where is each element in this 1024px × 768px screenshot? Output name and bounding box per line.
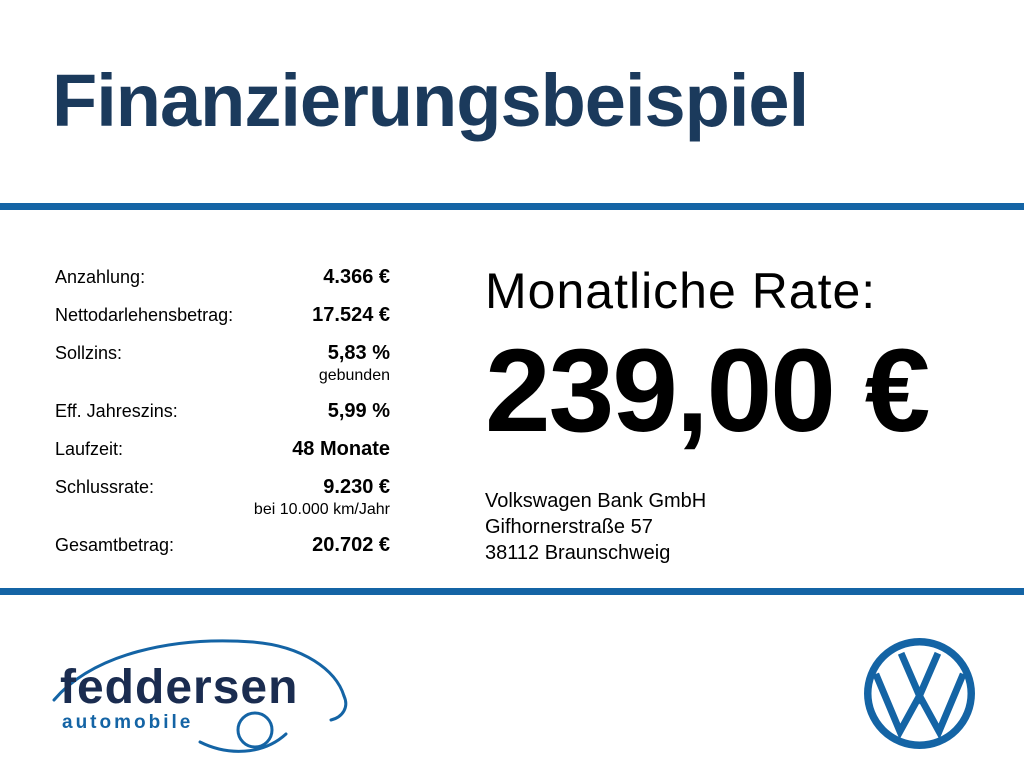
row-value: 9.230 € (323, 476, 390, 498)
row-value: 48 Monate (292, 438, 390, 460)
row-value: 17.524 € (312, 304, 390, 326)
table-row: Nettodarlehensbetrag: 17.524 € (55, 304, 390, 327)
row-label: Schlussrate: (55, 477, 155, 497)
monthly-rate-block: Monatliche Rate: 239,00 € Volkswagen Ban… (485, 262, 1024, 566)
row-note: gebunden (318, 367, 390, 384)
row-label: Anzahlung: (55, 267, 146, 287)
row-label: Eff. Jahreszins: (55, 401, 178, 421)
row-value: 4.366 € (323, 266, 390, 288)
monthly-rate-label: Monatliche Rate: (485, 263, 877, 319)
bank-address-line: Volkswagen Bank GmbH (485, 490, 707, 512)
table-row: Gesamtbetrag: 20.702 € (55, 534, 390, 557)
row-label: Nettodarlehensbetrag: (55, 305, 234, 325)
table-row: Schlussrate: 9.230 € bei 10.000 km/Jahr (55, 476, 390, 519)
table-row: Eff. Jahreszins: 5,99 % (55, 400, 390, 423)
row-value: 5,83 % (327, 342, 390, 364)
page-title: Finanzierungsbeispiel (52, 59, 809, 142)
row-value: 20.702 € (312, 534, 390, 556)
bank-address: Volkswagen Bank GmbH Gifhornerstraße 57 … (485, 488, 1024, 566)
dealer-logo: feddersen automobile (48, 628, 358, 758)
bank-address-line: Gifhornerstraße 57 (485, 516, 653, 538)
vw-logo-icon (862, 636, 977, 751)
bank-address-line: 38112 Braunschweig (485, 542, 671, 564)
table-row: Laufzeit: 48 Monate (55, 438, 390, 461)
row-value: 5,99 % (327, 400, 390, 422)
finance-table: Anzahlung: 4.366 € Nettodarlehensbetrag:… (55, 266, 390, 572)
row-label: Laufzeit: (55, 439, 124, 459)
monthly-rate-value: 239,00 € (485, 325, 930, 457)
row-label: Gesamtbetrag: (55, 535, 175, 555)
row-note: bei 10.000 km/Jahr (253, 501, 390, 518)
divider-top (0, 203, 1024, 210)
table-row: Anzahlung: 4.366 € (55, 266, 390, 289)
dealer-name: feddersen (60, 661, 299, 714)
dealer-subtitle: automobile (62, 712, 194, 733)
table-row: Sollzins: 5,83 % gebunden (55, 342, 390, 385)
car-outline-icon (52, 639, 348, 753)
divider-bottom (0, 588, 1024, 595)
row-label: Sollzins: (55, 343, 123, 363)
